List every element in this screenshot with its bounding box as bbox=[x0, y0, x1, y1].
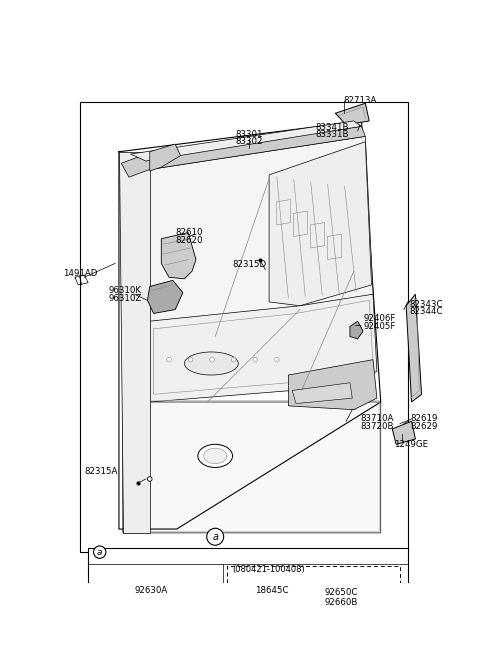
Polygon shape bbox=[161, 233, 196, 279]
Polygon shape bbox=[147, 280, 183, 314]
Text: 96310K: 96310K bbox=[109, 286, 142, 295]
Circle shape bbox=[233, 587, 240, 595]
Text: 83341B: 83341B bbox=[315, 122, 349, 132]
Text: 83710A: 83710A bbox=[360, 415, 393, 423]
Text: 92405F: 92405F bbox=[364, 322, 396, 331]
Polygon shape bbox=[350, 321, 363, 339]
Circle shape bbox=[147, 477, 152, 481]
Bar bbox=[88, 548, 408, 629]
Circle shape bbox=[207, 529, 224, 545]
Text: 82343C: 82343C bbox=[409, 300, 443, 309]
Text: 1249GE: 1249GE bbox=[394, 440, 428, 449]
Text: 92650C: 92650C bbox=[324, 588, 358, 597]
Polygon shape bbox=[150, 144, 180, 171]
Text: 82629: 82629 bbox=[410, 422, 437, 431]
Text: 82344C: 82344C bbox=[409, 307, 443, 316]
Polygon shape bbox=[288, 360, 377, 409]
Text: 96310Z: 96310Z bbox=[109, 293, 142, 303]
Text: (080421-100408): (080421-100408) bbox=[232, 565, 305, 574]
Text: 82610: 82610 bbox=[175, 228, 203, 237]
Text: 82619: 82619 bbox=[410, 415, 437, 423]
Text: 1491AD: 1491AD bbox=[63, 269, 97, 278]
Polygon shape bbox=[150, 136, 373, 333]
Text: a: a bbox=[97, 548, 102, 557]
Circle shape bbox=[188, 358, 193, 362]
Circle shape bbox=[231, 358, 236, 362]
Polygon shape bbox=[119, 152, 150, 533]
Text: 92406F: 92406F bbox=[364, 314, 396, 324]
Ellipse shape bbox=[198, 444, 232, 468]
Polygon shape bbox=[121, 126, 365, 177]
Circle shape bbox=[253, 358, 258, 362]
Circle shape bbox=[275, 358, 279, 362]
Polygon shape bbox=[406, 294, 421, 402]
Polygon shape bbox=[292, 383, 352, 403]
Ellipse shape bbox=[204, 448, 227, 464]
Polygon shape bbox=[131, 121, 361, 161]
Bar bbox=[227, 566, 400, 629]
Text: 83301: 83301 bbox=[235, 130, 263, 140]
Circle shape bbox=[167, 358, 171, 362]
Ellipse shape bbox=[184, 352, 238, 375]
Text: 83331B: 83331B bbox=[315, 130, 349, 140]
Text: a: a bbox=[212, 532, 218, 542]
Polygon shape bbox=[392, 421, 415, 444]
Polygon shape bbox=[123, 321, 381, 533]
Polygon shape bbox=[150, 294, 377, 402]
Circle shape bbox=[94, 546, 106, 558]
Polygon shape bbox=[269, 141, 372, 306]
Polygon shape bbox=[336, 103, 369, 125]
Text: 18645C: 18645C bbox=[255, 586, 289, 595]
Text: 83720B: 83720B bbox=[360, 422, 394, 431]
Text: 92630A: 92630A bbox=[134, 586, 168, 595]
Text: 82315D: 82315D bbox=[232, 261, 266, 269]
Text: 82620: 82620 bbox=[175, 236, 203, 245]
Text: 92660B: 92660B bbox=[324, 598, 358, 607]
Text: 82713A: 82713A bbox=[343, 96, 376, 105]
Text: 83302: 83302 bbox=[235, 138, 263, 146]
Bar bbox=[81, 102, 408, 552]
Circle shape bbox=[210, 358, 215, 362]
Text: 82315A: 82315A bbox=[84, 467, 118, 476]
